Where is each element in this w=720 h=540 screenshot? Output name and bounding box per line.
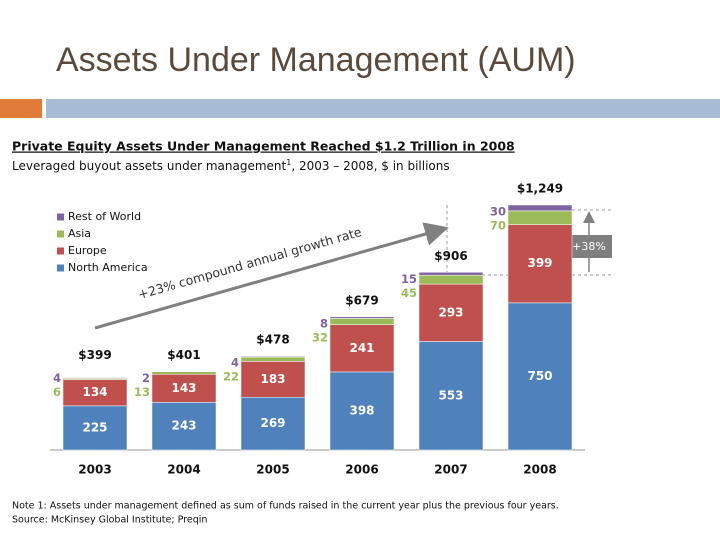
bar-segment xyxy=(329,318,395,325)
total-label: $401 xyxy=(167,348,200,362)
subtitle-main: Leveraged buyout assets under management xyxy=(12,159,287,173)
bar-segment xyxy=(507,224,573,304)
bar-segment xyxy=(418,283,484,342)
bar-segment xyxy=(240,355,306,358)
legend-swatch xyxy=(57,264,64,272)
value-label: 293 xyxy=(438,305,463,319)
value-label: 6 xyxy=(53,385,61,399)
bar-segment xyxy=(151,374,217,403)
bar-segment xyxy=(329,316,395,319)
subtitle-rest: , 2003 – 2008, $ in billions xyxy=(291,159,449,173)
bar-segment xyxy=(507,302,573,451)
value-label: 399 xyxy=(527,256,552,270)
slide-title: Assets Under Management (AUM) xyxy=(56,41,576,79)
note: Note 1: Assets under management defined … xyxy=(12,501,559,512)
bar-segment xyxy=(329,324,395,373)
value-label: 241 xyxy=(349,341,374,355)
legend-swatch xyxy=(57,213,64,221)
x-tick-label: 2003 xyxy=(78,463,111,477)
bar-segment xyxy=(240,396,306,451)
value-label: 15 xyxy=(401,272,417,286)
value-label: 269 xyxy=(260,416,285,430)
value-label: 183 xyxy=(260,372,285,386)
legend-label: Europe xyxy=(68,244,107,257)
bar-segment xyxy=(507,204,573,212)
total-label: $679 xyxy=(345,293,378,307)
chart-subtitle: Leveraged buyout assets under management… xyxy=(12,158,450,173)
chart-title: Private Equity Assets Under Management R… xyxy=(12,139,515,154)
value-label: 4 xyxy=(53,371,61,385)
bar-segment xyxy=(418,341,484,451)
value-label: 8 xyxy=(320,316,328,330)
bar-segment xyxy=(62,377,128,379)
value-label: 22 xyxy=(223,370,239,384)
value-label: 70 xyxy=(490,219,506,233)
x-tick-label: 2005 xyxy=(256,463,289,477)
value-label: 398 xyxy=(349,403,374,417)
source: Source: McKinsey Global Institute; Preqi… xyxy=(12,515,207,526)
accent-bar xyxy=(46,99,720,118)
value-label: 2 xyxy=(142,371,150,385)
bar-segment xyxy=(329,371,395,451)
value-label: 13 xyxy=(134,385,150,399)
total-label: $399 xyxy=(78,348,111,362)
x-tick-label: 2008 xyxy=(523,463,556,477)
legend-label: Rest of World xyxy=(68,210,141,223)
legend-swatch xyxy=(57,230,64,238)
x-tick-label: 2004 xyxy=(167,463,200,477)
growth-annotation: +23% compound annual growth rate xyxy=(136,224,363,302)
bar-segment xyxy=(62,405,128,451)
legend-label: North America xyxy=(68,261,148,274)
value-label: 4 xyxy=(231,356,239,370)
total-label: $478 xyxy=(256,333,289,347)
value-label: 30 xyxy=(490,205,506,219)
bar-segment xyxy=(240,356,306,362)
value-label: 553 xyxy=(438,388,463,402)
value-label: 32 xyxy=(312,330,328,344)
value-label: 243 xyxy=(171,419,196,433)
bar-segment xyxy=(151,371,217,375)
total-label: $906 xyxy=(434,249,467,263)
bar-segment xyxy=(418,274,484,285)
subtitle-note: 1 xyxy=(286,158,291,167)
increase-annotation: +38% xyxy=(572,240,606,253)
value-label: 45 xyxy=(401,286,417,300)
accent-orange xyxy=(0,99,42,118)
bar-segment xyxy=(507,210,573,225)
value-label: 225 xyxy=(82,420,107,434)
x-tick-label: 2007 xyxy=(434,463,467,477)
bar-segment xyxy=(418,272,484,276)
total-label: $1,249 xyxy=(517,182,563,196)
increase-box xyxy=(566,235,612,258)
x-tick-label: 2006 xyxy=(345,463,378,477)
bar-segment xyxy=(151,402,217,451)
value-label: 750 xyxy=(527,369,552,383)
value-label: 134 xyxy=(82,385,107,399)
growth-arrow xyxy=(94,222,449,330)
legend-label: Asia xyxy=(68,227,91,240)
bar-segment xyxy=(62,379,128,407)
legend-swatch xyxy=(57,247,64,255)
value-label: 143 xyxy=(171,381,196,395)
bar-segment xyxy=(240,361,306,398)
